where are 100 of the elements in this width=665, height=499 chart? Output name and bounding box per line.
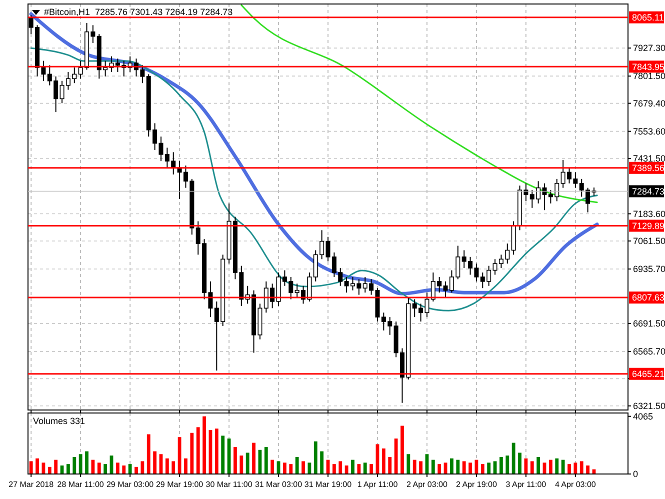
y-tick-label: 7927.30: [633, 43, 665, 54]
y-tick-label: 7183.60: [633, 208, 665, 219]
bar: [351, 460, 354, 474]
bar: [221, 436, 225, 474]
bar: [48, 466, 52, 474]
bar: [400, 426, 404, 474]
bar: [252, 442, 256, 474]
bar: [536, 456, 540, 474]
y-tick-label: 6321.50: [633, 401, 665, 412]
bar: [314, 441, 318, 474]
bar: [580, 461, 584, 474]
bar: [363, 462, 367, 474]
chart-title: Volumes 331: [33, 416, 86, 426]
bar: [91, 460, 95, 474]
bar: [370, 464, 373, 474]
y-tick-label: 7801.50: [633, 71, 665, 82]
y-tick-label: 4065: [633, 411, 654, 422]
ref-line-label: 7129.89: [632, 220, 665, 231]
x-tick-label: 28 Mar 11:00: [57, 480, 104, 489]
bar: [240, 456, 244, 474]
bar: [270, 460, 274, 474]
bar: [512, 442, 516, 474]
bar: [555, 458, 559, 474]
ref-line-label: 7389.56: [632, 163, 665, 174]
x-tick-label: 31 Mar 19:00: [304, 480, 352, 489]
ref-line-label: 7284.73: [632, 186, 665, 196]
bar: [202, 416, 206, 474]
y-tick-label: 7679.40: [633, 98, 665, 108]
bar: [214, 428, 218, 474]
bar: [518, 452, 522, 474]
bar: [419, 461, 422, 474]
bar: [184, 458, 188, 474]
bar: [530, 461, 534, 474]
x-tick-label: 29 Mar 03:00: [106, 480, 154, 489]
bar: [165, 458, 169, 474]
bar: [289, 464, 293, 474]
y-tick-label: 0: [633, 469, 638, 480]
bar: [462, 461, 466, 474]
x-tick-label: 2 Apr 19:00: [456, 480, 498, 489]
bar: [116, 462, 120, 474]
bar: [190, 432, 194, 474]
bar: [104, 464, 108, 474]
bar: [468, 462, 472, 474]
bar: [122, 465, 126, 474]
ref-line-label: 6465.21: [632, 369, 665, 380]
bar: [172, 461, 176, 474]
bar: [456, 460, 460, 474]
bar: [264, 447, 268, 474]
y-tick-label: 6565.70: [633, 346, 665, 357]
bar: [506, 456, 510, 474]
bar: [196, 427, 200, 474]
y-tick-label: 7553.60: [633, 126, 665, 136]
x-tick-label: 2 Apr 03:00: [406, 480, 448, 489]
y-tick-label: 7061.50: [633, 236, 665, 246]
bar: [302, 461, 305, 474]
bar: [499, 456, 503, 474]
bar: [561, 460, 565, 474]
bar: [134, 466, 138, 474]
bar: [36, 458, 39, 474]
bar: [140, 461, 144, 474]
bar: [574, 462, 578, 474]
bar: [406, 454, 410, 474]
x-tick-label: 4 Apr 03:00: [554, 480, 596, 489]
bar: [480, 464, 484, 474]
bar: [382, 448, 386, 474]
y-tick-label: 6691.50: [633, 318, 665, 329]
bar: [146, 434, 150, 474]
x-tick-label: 27 Mar 2018: [8, 480, 54, 489]
x-tick-label: 30 Mar 11:00: [206, 480, 253, 489]
bar: [344, 465, 348, 474]
bar: [234, 447, 237, 474]
bar: [283, 462, 286, 474]
bar: [29, 461, 33, 474]
x-tick-label: 1 Apr 11:00: [357, 480, 398, 489]
bar: [431, 460, 435, 474]
y-tick-label: 7431.50: [633, 154, 665, 164]
bar: [412, 460, 416, 474]
bar: [388, 456, 392, 474]
x-tick-label: 3 Apr 11:00: [506, 480, 547, 489]
bar: [568, 464, 571, 474]
y-tick-label: 6935.70: [633, 264, 665, 274]
line-series: [240, 4, 598, 204]
ref-line-label: 7843.95: [632, 62, 665, 72]
bar: [338, 461, 342, 474]
bar: [487, 462, 491, 474]
bar: [246, 452, 250, 474]
ref-line-label: 6807.63: [632, 292, 665, 303]
ref-line-label: 8065.11: [632, 12, 664, 22]
x-tick-label: 29 Mar 19:00: [156, 480, 204, 489]
x-tick-label: 31 Mar 03:00: [254, 480, 303, 489]
bar: [72, 456, 76, 474]
bar: [450, 458, 454, 474]
bar: [357, 464, 361, 474]
bar: [153, 451, 157, 474]
bar: [97, 462, 101, 474]
bar: [128, 464, 132, 474]
chart-title: #Bitcoin,H1 7285.76 7301.43 7264.19 7284.73: [44, 7, 233, 17]
bar: [54, 460, 58, 474]
bar: [524, 458, 528, 474]
bar: [308, 462, 312, 474]
